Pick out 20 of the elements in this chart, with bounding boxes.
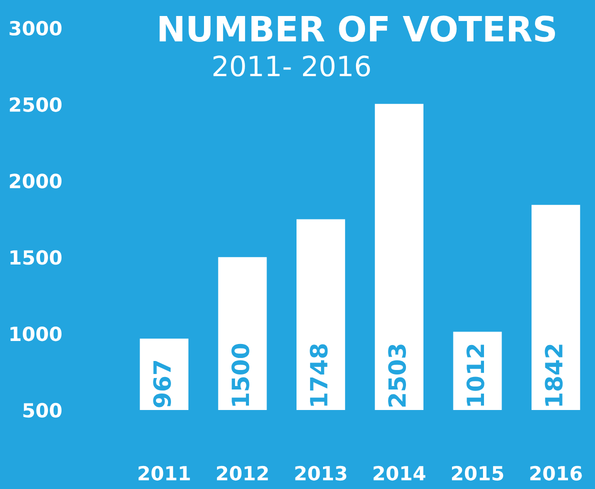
data-label: 2503 xyxy=(388,344,406,407)
data-label: 1842 xyxy=(544,344,563,406)
y-tick-label: 500 xyxy=(23,402,62,418)
x-tick-label: 2015 xyxy=(452,466,504,481)
y-tick-label: 1500 xyxy=(10,250,62,265)
data-label: 1500 xyxy=(231,344,250,406)
data-label: 1748 xyxy=(310,344,328,406)
y-tick-label: 3000 xyxy=(10,20,62,36)
x-tick-label: 2012 xyxy=(216,466,268,481)
x-tick-label: 2014 xyxy=(374,466,426,481)
x-tick-label: 2013 xyxy=(295,466,346,481)
x-tick-label: 2011 xyxy=(138,466,190,481)
chart-title: NUMBER OF VOTERS xyxy=(160,16,555,42)
data-label: 967 xyxy=(153,361,171,408)
data-label: 1012 xyxy=(466,344,484,406)
y-tick-label: 2000 xyxy=(10,174,62,188)
text: 2011- 2016 xyxy=(213,56,370,77)
x-tick-label: 2016 xyxy=(530,466,582,481)
y-tick-label: 2500 xyxy=(10,97,62,112)
y-tick-label: 1000 xyxy=(10,326,62,342)
